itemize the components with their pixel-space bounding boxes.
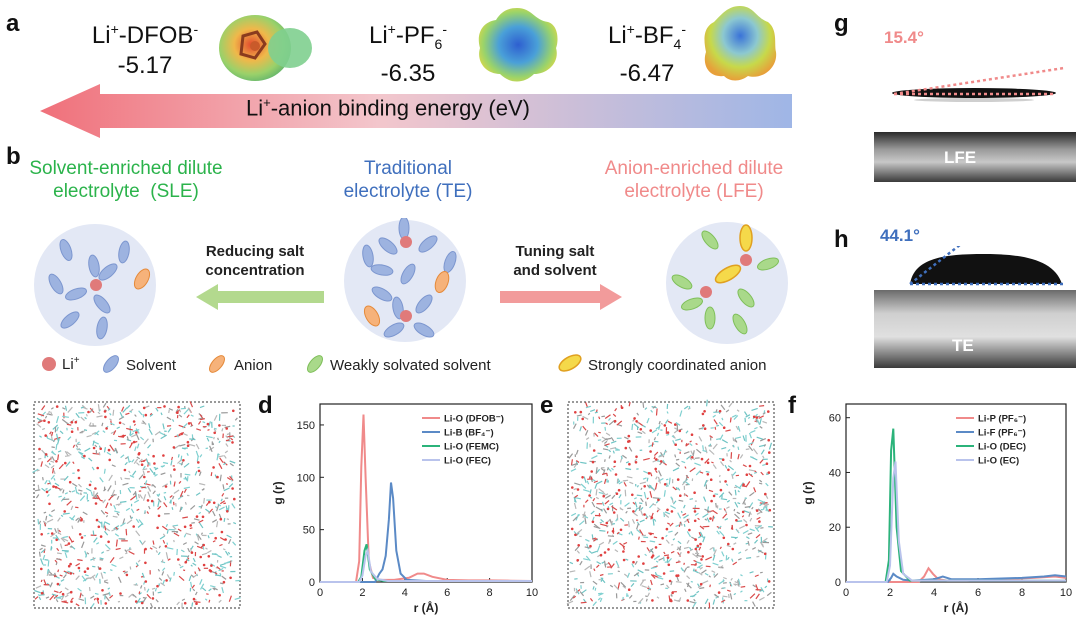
weak-solvent-legend-label: Weakly solvated solvent xyxy=(330,357,491,374)
strong-anion-legend-label: Strongly coordinated anion xyxy=(588,357,767,374)
x-tick-label: 0 xyxy=(317,587,323,599)
legend-label-1: Li-F (PF₆⁻) xyxy=(978,428,1026,439)
y-axis-label: g (r) xyxy=(801,481,815,504)
sle-title: Solvent-enriched dilute electrolyte (SLE) xyxy=(29,158,223,202)
series-line-3 xyxy=(320,546,532,583)
panel-label-e: e xyxy=(540,392,554,419)
bf4-esp-map xyxy=(704,6,777,81)
legend-label-0: Li-P (PF₆⁻) xyxy=(978,414,1026,425)
anion-dfob-label: Li+-DFOB- -5.17 xyxy=(91,21,199,79)
x-tick-label: 10 xyxy=(526,587,538,599)
dfob-esp-map xyxy=(219,15,312,81)
rdf-chart-f: 0 2 4 6 8 10 0 20 40 60 r (Å) g (r) Li-P (PF₆⁻) Li-F … xyxy=(801,403,1072,615)
binding-energy-arrow xyxy=(40,84,792,138)
dfob-energy: -5.17 xyxy=(117,52,173,79)
x-tick-label: 10 xyxy=(1060,587,1072,599)
series-line-3 xyxy=(846,461,1066,583)
legend-label-1: Li-B (BF₄⁻) xyxy=(444,428,494,439)
series-line-0 xyxy=(320,414,533,583)
x-tick-label: 2 xyxy=(887,587,893,599)
y-tick-label: 60 xyxy=(829,413,841,425)
reducing-salt-label: Reducing salt concentration xyxy=(205,243,305,279)
y-tick-label: 100 xyxy=(297,472,315,484)
legend-label-3: Li-O (FEC) xyxy=(444,456,491,467)
series-line-2 xyxy=(320,543,532,583)
panel-label-d: d xyxy=(258,392,273,419)
pf6-esp-map xyxy=(478,8,558,82)
y-axis-label: g (r) xyxy=(271,481,285,504)
x-tick-label: 8 xyxy=(1019,587,1025,599)
panel-label-a: a xyxy=(6,10,20,37)
y-tick-label: 40 xyxy=(829,467,841,479)
legend-label-2: Li-O (DEC) xyxy=(978,442,1026,453)
lfe-title: Anion-enriched dilute electrolyte (LFE) xyxy=(604,158,784,202)
x-tick-label: 0 xyxy=(843,587,849,599)
panel-label-h: h xyxy=(834,226,849,253)
anion-legend-label: Anion xyxy=(234,357,273,374)
series-line-2 xyxy=(846,428,1066,583)
y-tick-label: 20 xyxy=(829,522,841,534)
x-tick-label: 2 xyxy=(359,587,365,599)
binding-energy-label: Li+-anion binding energy (eV) xyxy=(246,95,530,121)
panel-label-b: b xyxy=(6,143,21,170)
legend-label-3: Li-O (EC) xyxy=(978,456,1019,467)
pf6-energy: -6.35 xyxy=(380,59,436,87)
te-title: Traditional electrolyte (TE) xyxy=(343,158,473,202)
lfe-substrate-label: LFE xyxy=(944,148,977,167)
x-axis-label: r (Å) xyxy=(944,600,969,615)
y-tick-label: 0 xyxy=(309,577,315,589)
te-substrate-label: TE xyxy=(952,336,974,355)
sle-solvation-diagram xyxy=(34,224,156,346)
legend-label-2: Li-O (FEMC) xyxy=(444,442,499,453)
plot-frame xyxy=(845,403,1067,583)
tuning-salt-label: Tuning salt and solvent xyxy=(513,243,597,279)
x-tick-label: 6 xyxy=(975,587,981,599)
md-snapshot-c xyxy=(32,401,241,609)
reducing-salt-arrow xyxy=(196,284,324,310)
x-axis-label: r (Å) xyxy=(414,600,439,615)
y-tick-label: 50 xyxy=(303,525,315,537)
legend-label-0: Li-O (DFOB⁻) xyxy=(444,414,504,425)
md-snapshot-e xyxy=(566,399,775,609)
y-tick-label: 150 xyxy=(297,420,315,432)
li-legend-marker xyxy=(42,357,56,371)
x-tick-label: 4 xyxy=(402,587,408,599)
x-tick-label: 6 xyxy=(444,587,450,599)
tuning-salt-arrow xyxy=(500,284,622,310)
series-line-1 xyxy=(320,482,532,583)
lfe-droplet-image xyxy=(874,56,1076,182)
series-line-1 xyxy=(846,572,1067,583)
panel-label-f: f xyxy=(788,392,796,419)
x-tick-label: 4 xyxy=(931,587,937,599)
weak-solvent-legend-marker xyxy=(307,355,323,373)
panel-label-c: c xyxy=(6,392,20,419)
contact-angle-h: 44.1° xyxy=(880,226,920,245)
anion-bf4-label: Li+-BF4- -6.47 xyxy=(607,21,686,87)
anion-legend-marker xyxy=(209,355,225,373)
y-tick-label: 0 xyxy=(835,577,841,589)
te-solvation-diagram xyxy=(344,218,466,342)
te-droplet-image xyxy=(874,246,1076,368)
x-tick-label: 8 xyxy=(487,587,493,599)
solvent-legend-marker xyxy=(103,355,119,373)
panel-label-g: g xyxy=(834,10,849,37)
strong-anion-legend-marker xyxy=(558,354,582,372)
solvent-legend-label: Solvent xyxy=(126,357,177,374)
anion-pf6-label: Li+-PF6- -6.35 xyxy=(368,21,447,87)
lfe-solvation-diagram xyxy=(666,222,788,344)
plot-frame xyxy=(319,403,533,583)
li-legend-label: Li+ xyxy=(62,355,80,373)
contact-angle-g: 15.4° xyxy=(884,28,924,47)
bf4-energy: -6.47 xyxy=(619,59,675,87)
